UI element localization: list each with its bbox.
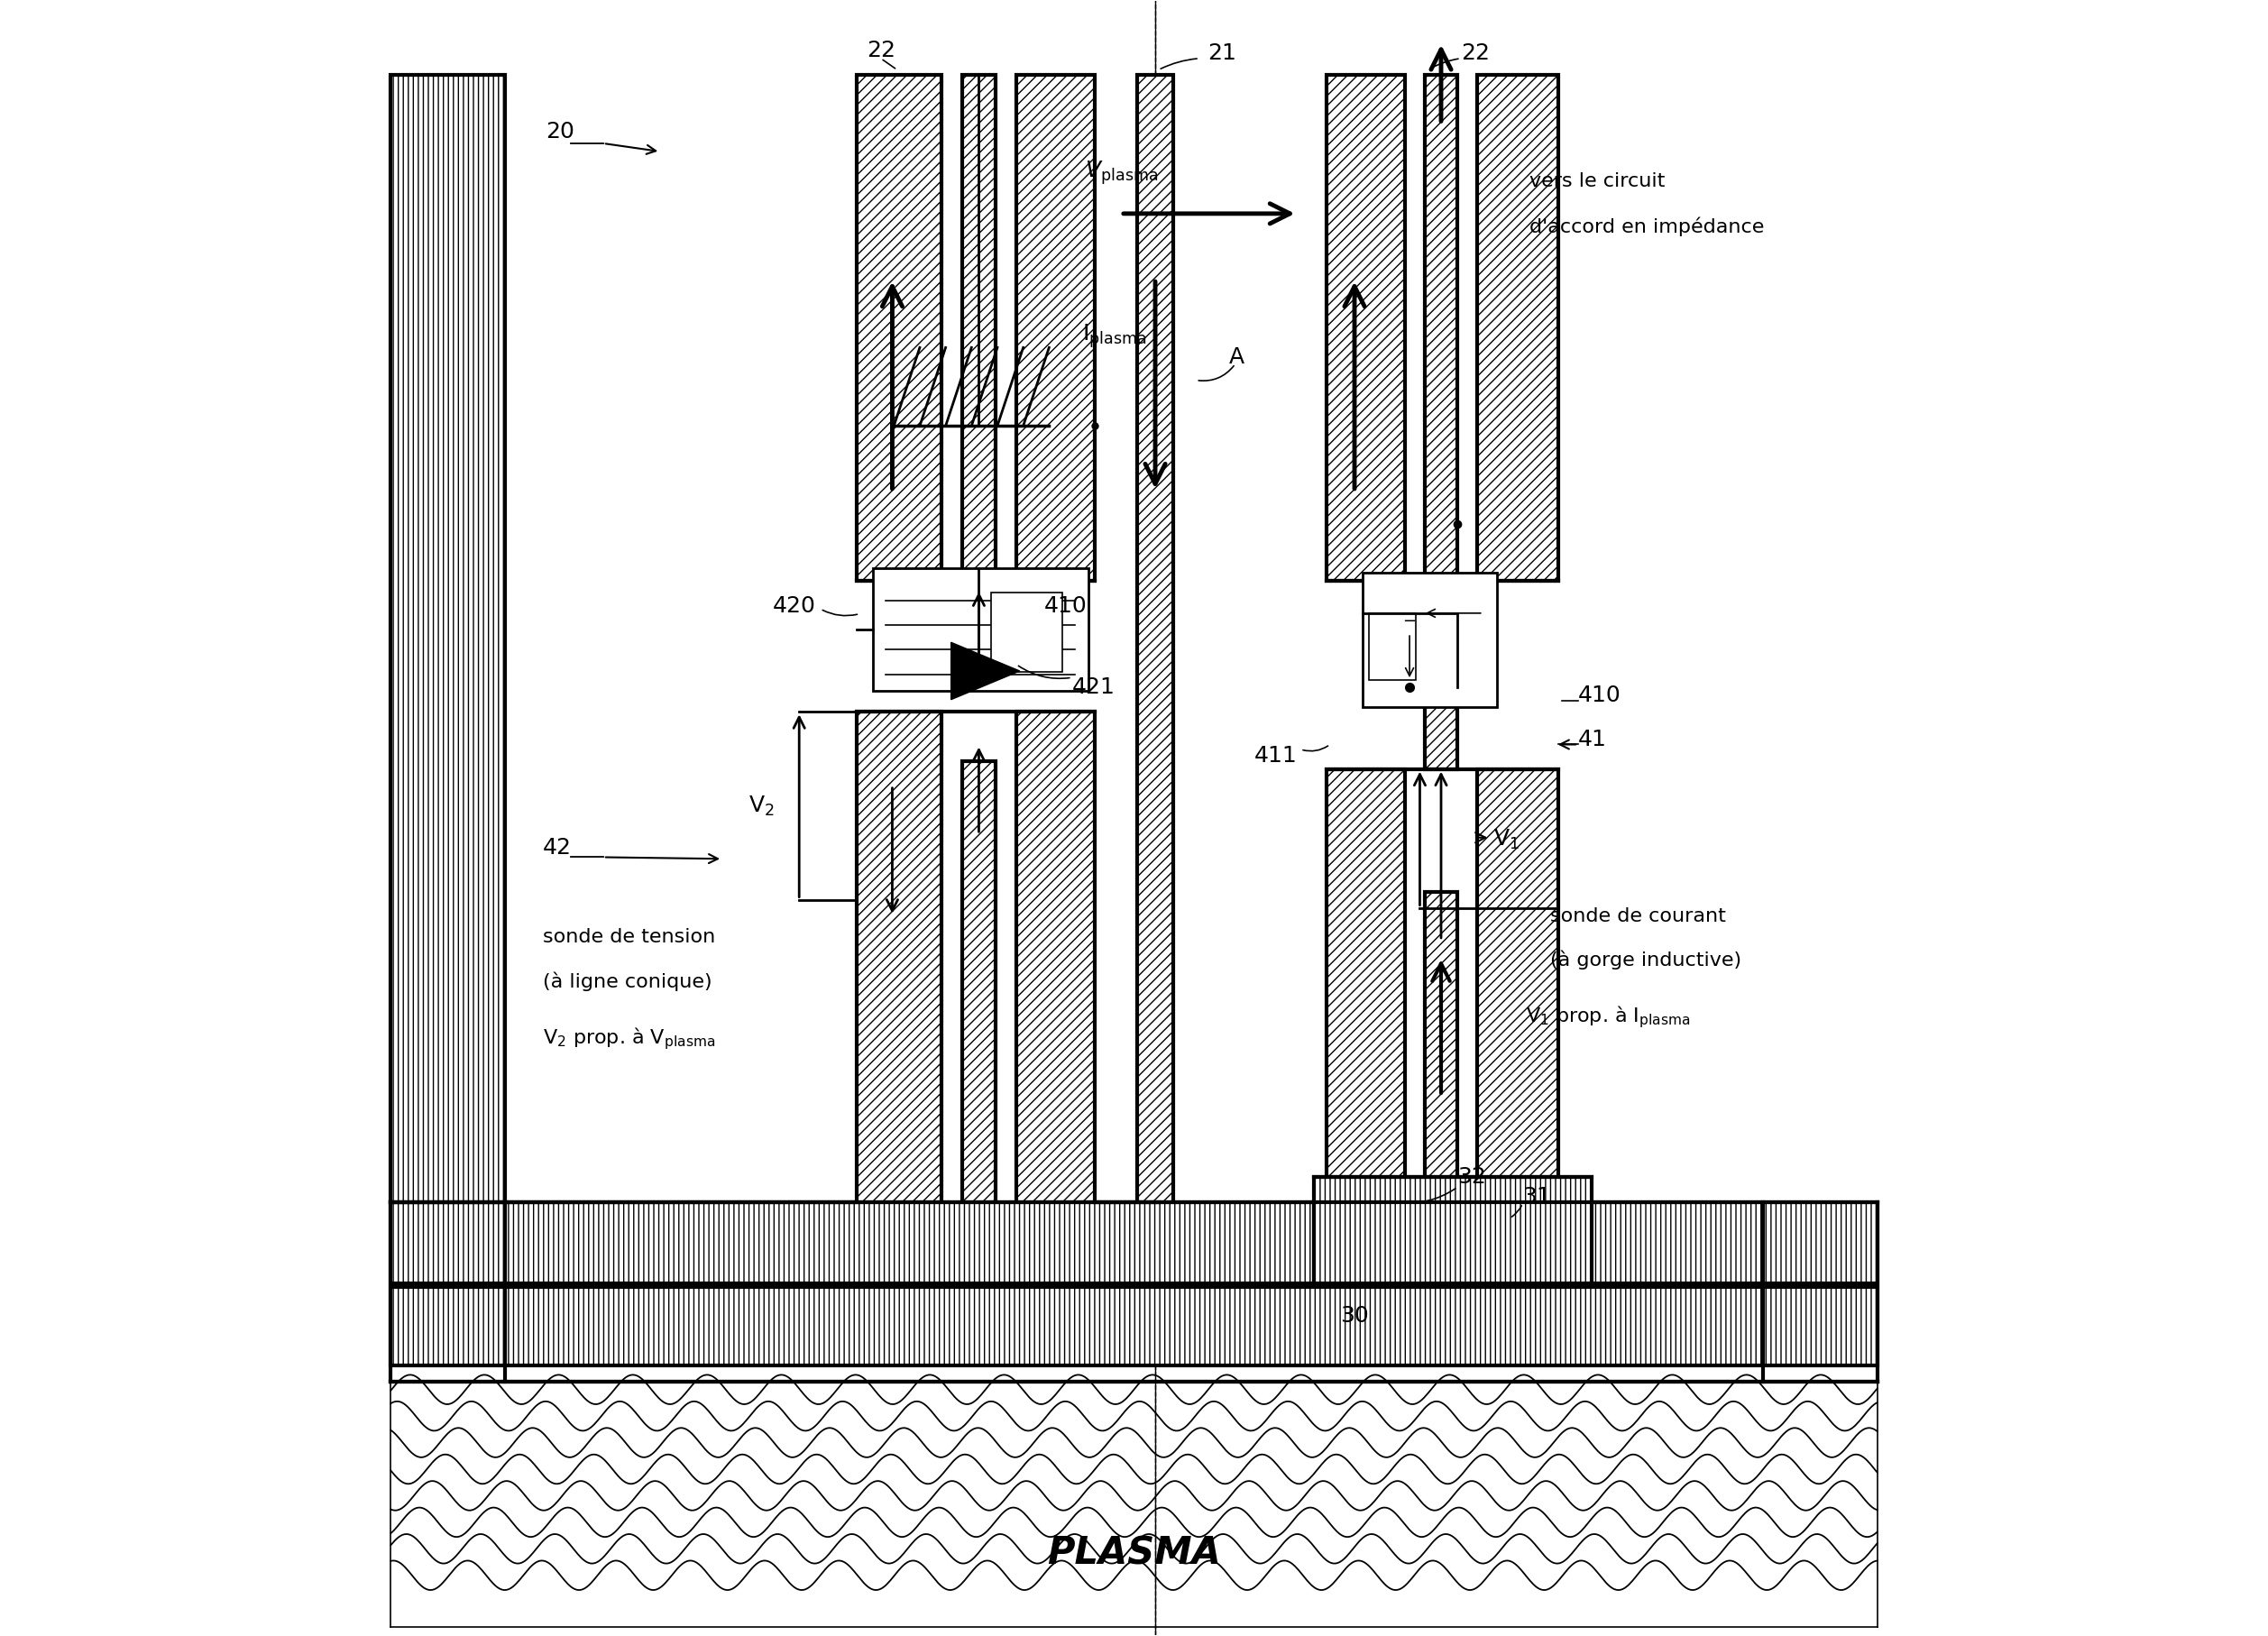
Text: 20: 20	[547, 121, 574, 142]
Bar	[1424, 75, 1458, 769]
Text: sonde de tension: sonde de tension	[542, 928, 714, 946]
Bar	[1327, 769, 1406, 1284]
Text: 411: 411	[1254, 744, 1297, 767]
Text: 410: 410	[1043, 596, 1086, 617]
Bar	[991, 592, 1061, 672]
Bar	[390, 75, 506, 1202]
Text: 22: 22	[866, 39, 896, 61]
Text: 21: 21	[1207, 43, 1236, 64]
Polygon shape	[950, 643, 1021, 700]
Bar	[390, 1288, 1878, 1364]
Bar	[962, 75, 996, 671]
Text: PLASMA: PLASMA	[1048, 1535, 1220, 1572]
Bar	[857, 75, 941, 581]
Bar	[390, 1202, 1878, 1284]
Text: 30: 30	[1340, 1306, 1370, 1327]
Text: (à gorge inductive): (à gorge inductive)	[1551, 951, 1742, 970]
Text: 421: 421	[1073, 677, 1116, 699]
Text: V$_2$: V$_2$	[748, 795, 776, 818]
Bar	[1327, 75, 1406, 581]
Bar	[857, 712, 941, 1284]
Text: 31: 31	[1522, 1186, 1551, 1207]
Bar	[962, 761, 996, 1284]
Bar	[1016, 712, 1095, 1284]
Bar	[873, 568, 1089, 690]
Text: A: A	[1229, 347, 1245, 368]
Text: I$_\mathrm{plasma}$: I$_\mathrm{plasma}$	[1082, 322, 1145, 350]
Text: V$_\mathrm{plasma}$: V$_\mathrm{plasma}$	[1084, 159, 1159, 187]
Bar	[1476, 769, 1558, 1284]
Text: d'accord en impédance: d'accord en impédance	[1529, 218, 1765, 236]
Text: V$_2$ prop. à V$_\mathrm{plasma}$: V$_2$ prop. à V$_\mathrm{plasma}$	[542, 1026, 714, 1052]
Bar	[1370, 614, 1415, 681]
Text: 42: 42	[542, 836, 572, 859]
Text: 420: 420	[773, 596, 816, 617]
Text: V$_1$: V$_1$	[1492, 828, 1520, 851]
Bar	[1363, 573, 1497, 707]
Bar	[1136, 75, 1173, 1284]
Text: (à ligne conique): (à ligne conique)	[542, 972, 712, 991]
Text: vers le circuit: vers le circuit	[1529, 172, 1665, 190]
Bar	[1313, 1178, 1592, 1284]
Bar	[1016, 75, 1095, 581]
Bar	[1424, 892, 1458, 1284]
Text: 41: 41	[1579, 728, 1608, 751]
Text: 32: 32	[1458, 1166, 1486, 1188]
Text: V$_1$ prop. à I$_\mathrm{plasma}$: V$_1$ prop. à I$_\mathrm{plasma}$	[1526, 1005, 1692, 1031]
Bar	[1476, 75, 1558, 581]
Text: sonde de courant: sonde de courant	[1551, 906, 1726, 924]
Text: 22: 22	[1461, 43, 1490, 64]
Text: $-$: $-$	[1402, 612, 1418, 628]
Text: 410: 410	[1579, 684, 1622, 707]
